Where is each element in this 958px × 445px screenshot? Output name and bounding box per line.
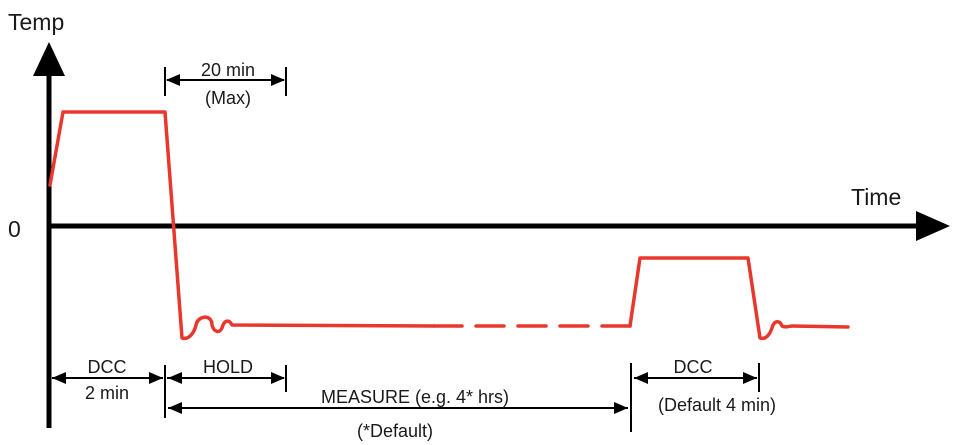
dcc-first-name-label: DCC bbox=[88, 357, 127, 377]
dcc-first-dimension bbox=[48, 365, 166, 392]
measure-label: MEASURE (e.g. 4* hrs) bbox=[321, 387, 509, 407]
hold-max-dimension bbox=[164, 67, 287, 96]
measure-dimension bbox=[164, 392, 628, 418]
hold-dimension bbox=[167, 365, 287, 392]
dcc-second-name-label: DCC bbox=[674, 357, 713, 377]
dcc-second-dimension bbox=[630, 363, 760, 432]
hold-max-qualifier-label: (Max) bbox=[205, 88, 251, 108]
x-axis-label: Time bbox=[851, 184, 901, 210]
dcc-first-duration-label: 2 min bbox=[85, 383, 129, 403]
y-axis-label: Temp bbox=[8, 9, 64, 35]
hold-max-value-label: 20 min bbox=[201, 60, 255, 80]
temperature-trace bbox=[48, 110, 850, 341]
origin-label: 0 bbox=[8, 216, 21, 242]
dcc-second-duration-label: (Default 4 min) bbox=[658, 395, 776, 415]
axes bbox=[33, 42, 950, 428]
hold-name-label: HOLD bbox=[203, 357, 253, 377]
x-axis-arrowhead bbox=[916, 211, 950, 241]
measure-note-label: (*Default) bbox=[357, 421, 433, 441]
trace-second-segment bbox=[628, 256, 850, 341]
trace-first-segment bbox=[48, 110, 436, 341]
y-axis-arrowhead bbox=[33, 42, 65, 76]
